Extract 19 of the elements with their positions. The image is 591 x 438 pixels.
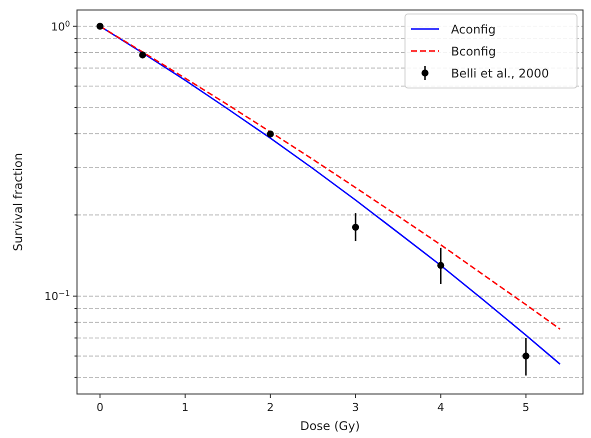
legend-label: Belli et al., 2000 bbox=[451, 66, 550, 80]
x-tick-label: 0 bbox=[96, 401, 104, 414]
point bbox=[352, 224, 360, 231]
point bbox=[139, 51, 146, 58]
x-tick-label: 4 bbox=[437, 401, 444, 414]
point bbox=[96, 22, 104, 30]
x-tick-label: 2 bbox=[266, 401, 274, 414]
legend-label: Aconfig bbox=[451, 22, 496, 36]
point bbox=[522, 352, 530, 360]
x-tick-label: 3 bbox=[352, 401, 360, 414]
x-tick-label: 1 bbox=[182, 401, 189, 414]
x-tick-label: 5 bbox=[522, 401, 530, 414]
y-axis-title: Survival fraction bbox=[11, 152, 25, 252]
legend-label: Bconfig bbox=[451, 44, 496, 58]
y-tick-label: 10$^{−1}$ bbox=[44, 288, 70, 304]
point bbox=[437, 262, 444, 269]
y-tick-label: 10$^{0}$ bbox=[50, 18, 70, 34]
point bbox=[266, 130, 274, 138]
x-axis-title: Dose (Gy) bbox=[300, 419, 360, 433]
